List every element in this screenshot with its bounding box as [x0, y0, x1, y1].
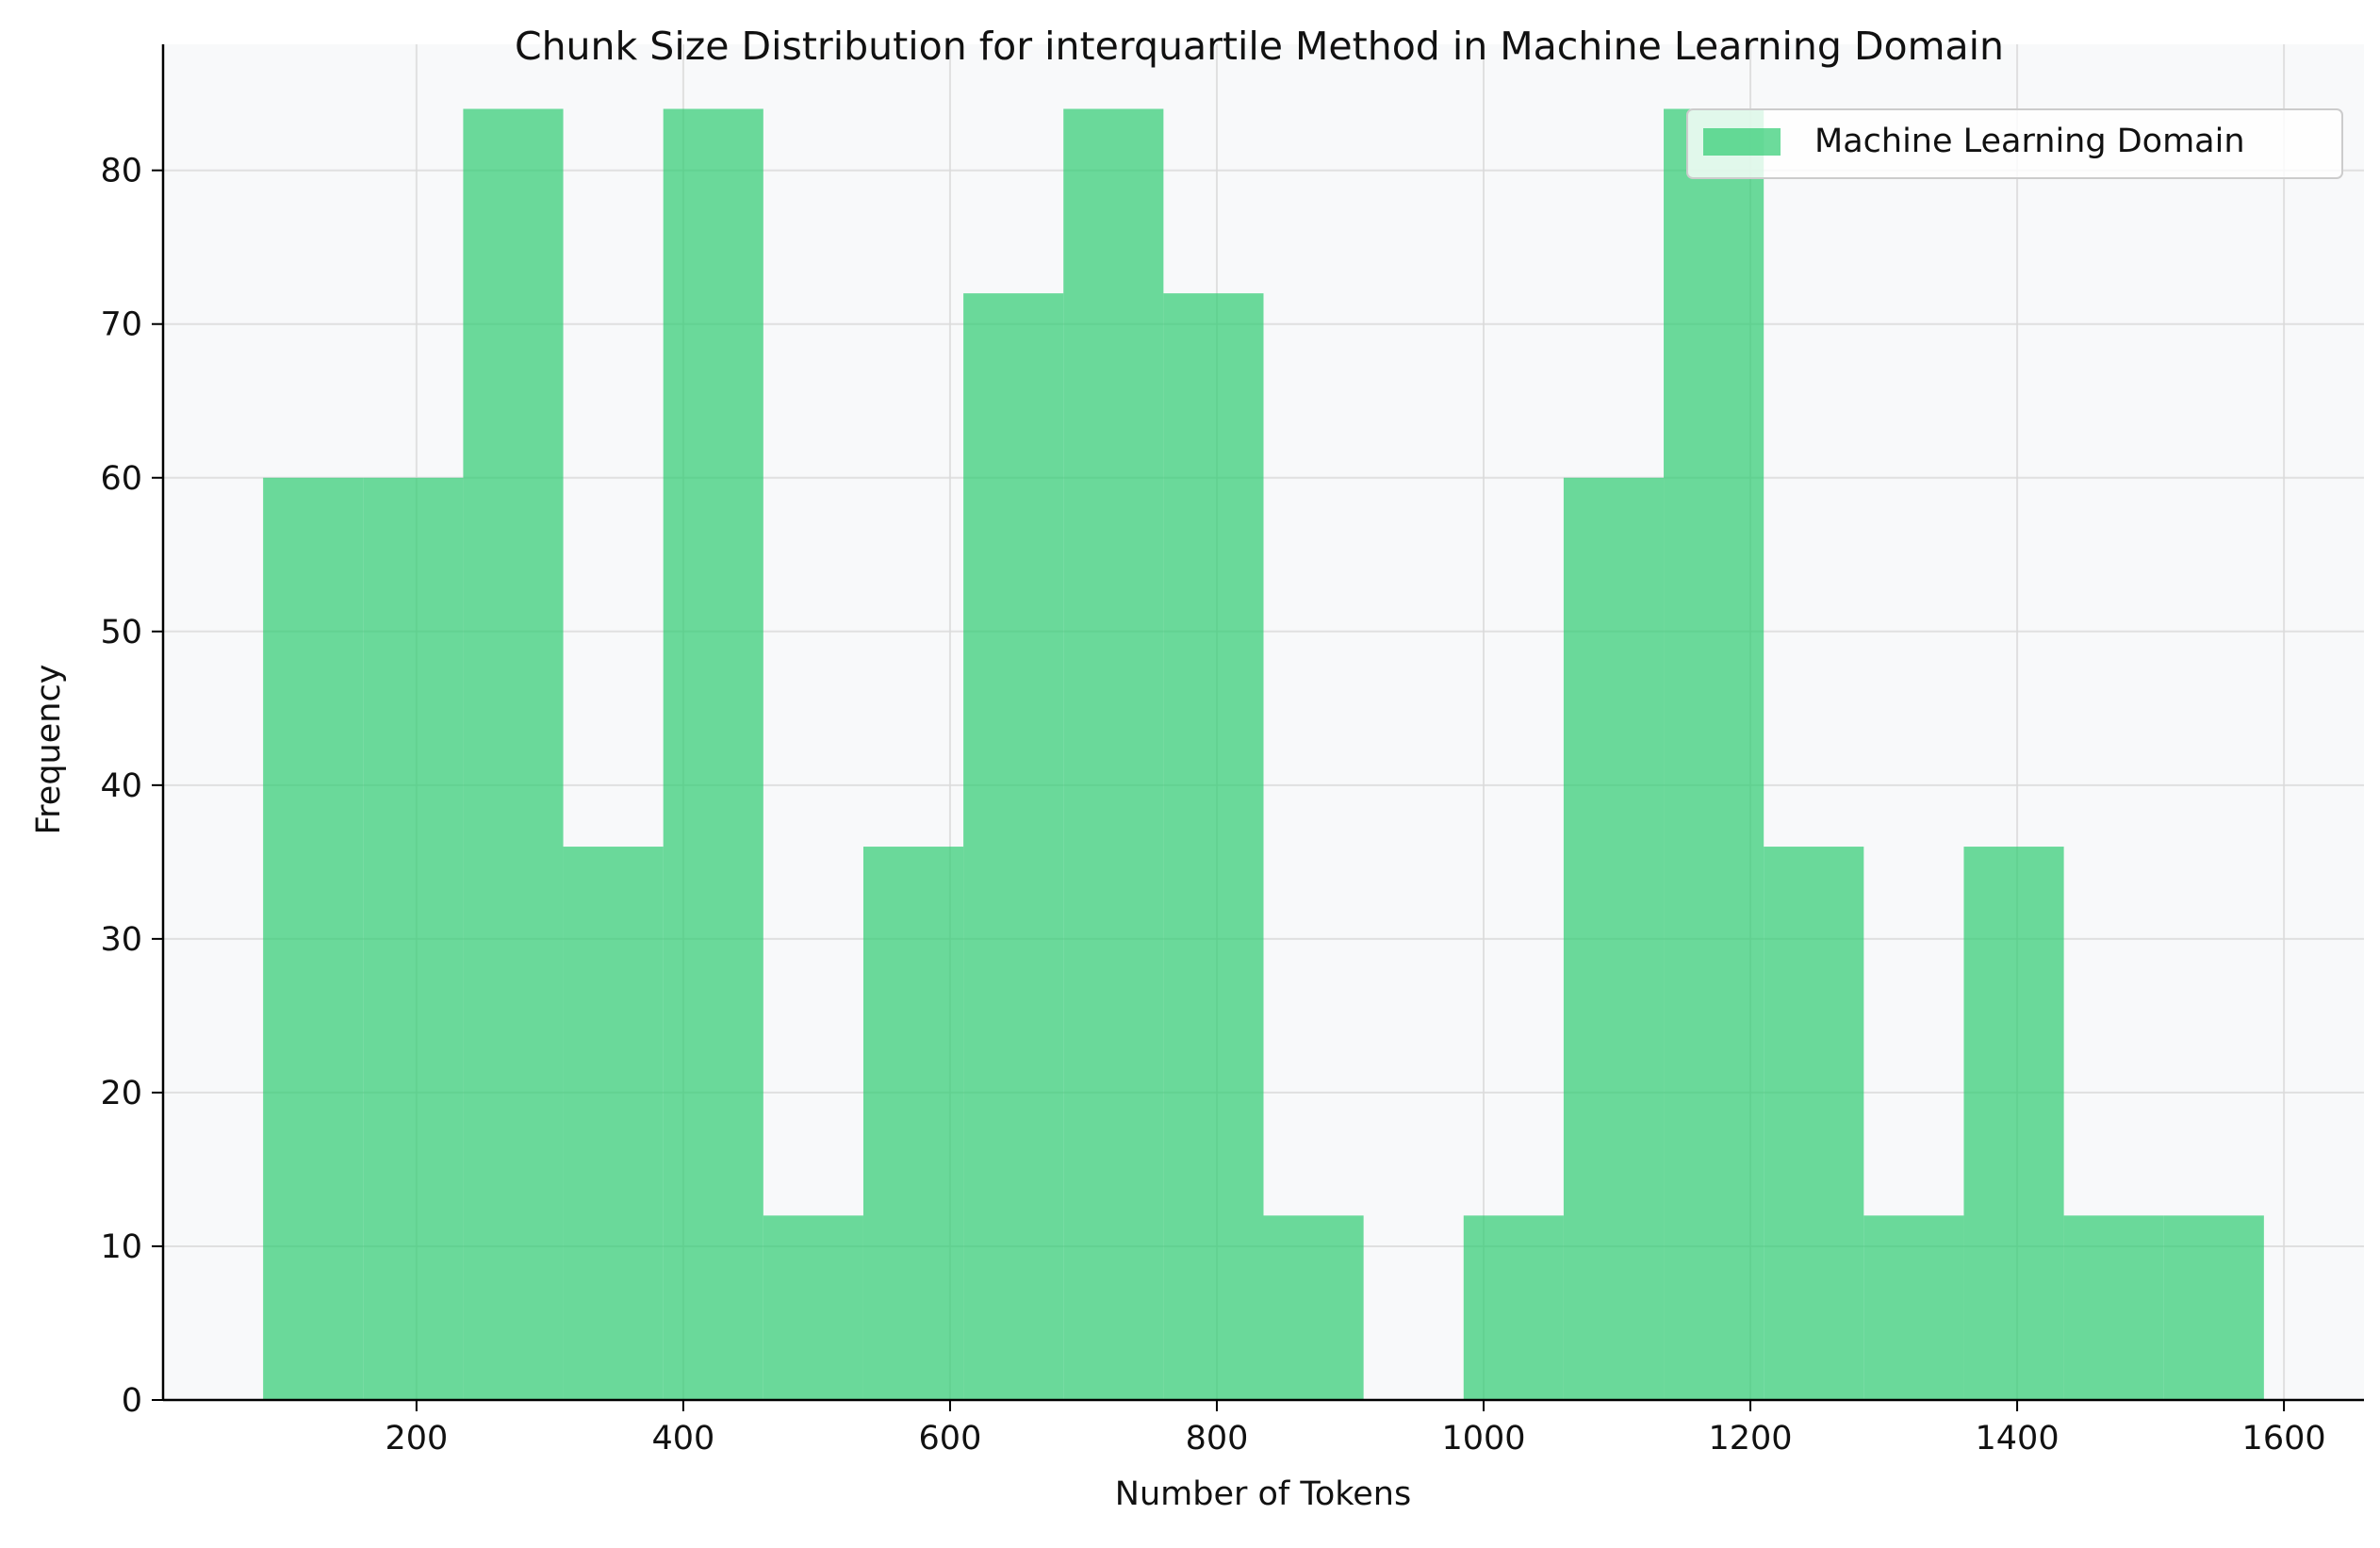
y-tick-label: 50: [100, 614, 142, 651]
histogram-bar: [1963, 847, 2064, 1400]
tick-labels: 200 400 600 800 1000 1200 1400 1600 0 10 20 30 40 50 6…: [100, 153, 2325, 1457]
histogram-bar: [663, 108, 763, 1400]
legend-swatch: [1703, 128, 1781, 156]
histogram-bar: [763, 1215, 863, 1400]
histogram-bar: [363, 477, 464, 1401]
histogram-bar: [563, 847, 664, 1400]
y-tick-label: 10: [100, 1228, 142, 1266]
y-tick-label: 80: [100, 153, 142, 190]
histogram-bar: [1664, 108, 1764, 1400]
x-tick-label: 800: [1186, 1420, 1249, 1457]
histogram-bars: [263, 108, 2264, 1401]
x-tick-label: 600: [919, 1420, 982, 1457]
y-tick-label: 0: [122, 1382, 142, 1420]
histogram-bar: [1563, 477, 1665, 1401]
histogram-bar: [963, 293, 1064, 1400]
histogram-bar: [1863, 1215, 1964, 1400]
y-tick-label: 20: [100, 1075, 142, 1112]
y-tick-label: 70: [100, 306, 142, 344]
y-tick-label: 30: [100, 921, 142, 959]
histogram-bar: [2163, 1215, 2264, 1400]
histogram-bar: [1764, 847, 1864, 1400]
x-tick-label: 200: [385, 1420, 448, 1457]
y-tick-label: 40: [100, 767, 142, 805]
legend-frame: [1686, 108, 2343, 179]
axes: [161, 44, 2364, 1402]
histogram-bar: [1063, 108, 1164, 1400]
histogram-bar: [862, 847, 964, 1400]
legend-label: Machine Learning Domain: [1814, 123, 2245, 160]
chart-title: Chunk Size Distribution for interquartil…: [515, 24, 2004, 69]
x-tick-label: 1200: [1708, 1420, 1792, 1457]
x-tick-label: 1400: [1976, 1420, 2060, 1457]
x-tick-label: 400: [652, 1420, 715, 1457]
histogram-bar: [1263, 1215, 1364, 1400]
histogram-bar: [463, 108, 564, 1400]
y-tick-label: 60: [100, 460, 142, 498]
histogram-bar: [1463, 1215, 1564, 1400]
legend: Machine Learning Domain: [1686, 108, 2343, 179]
histogram-bar: [2063, 1215, 2164, 1400]
x-axis-label: Number of Tokens: [1115, 1475, 1411, 1513]
y-axis-label: Frequency: [30, 665, 68, 835]
histogram-bar: [263, 477, 364, 1401]
x-tick-label: 1000: [1441, 1420, 1525, 1457]
histogram-bar: [1163, 293, 1264, 1400]
x-tick-label: 1600: [2242, 1420, 2326, 1457]
